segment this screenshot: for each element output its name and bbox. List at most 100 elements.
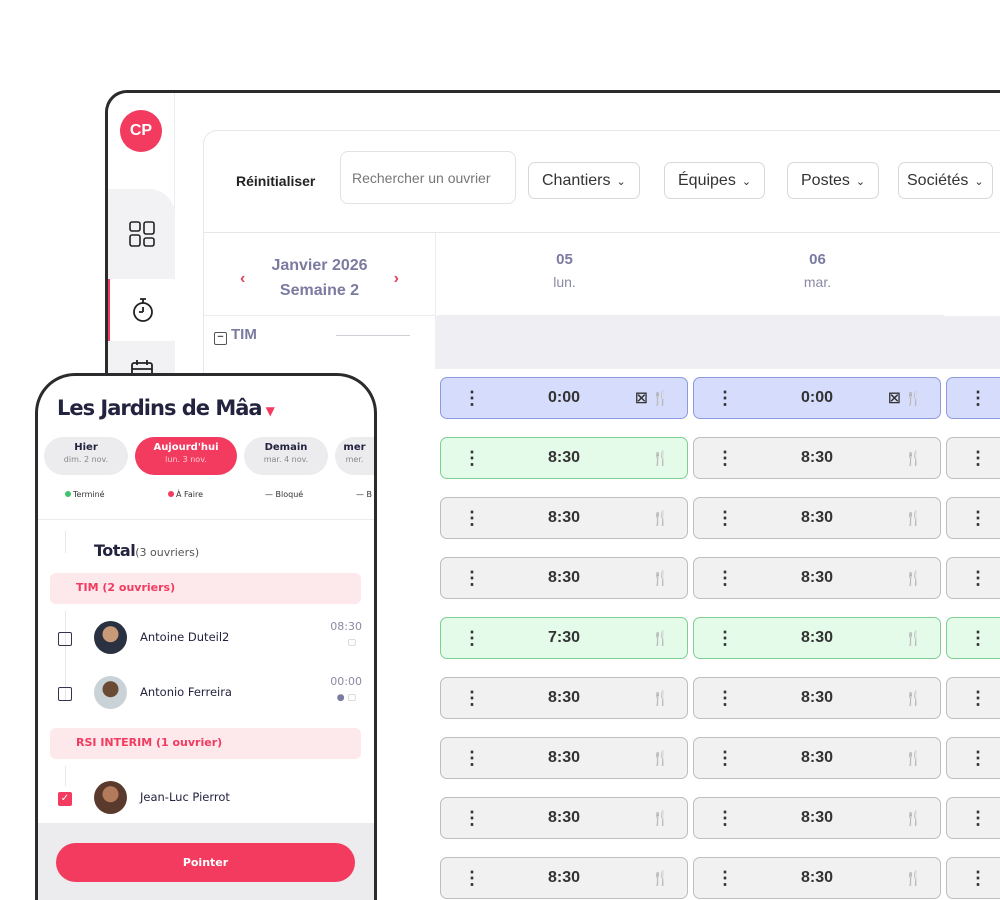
filter-chantiers[interactable]: Chantiers ⌄: [528, 162, 640, 199]
group-toggle[interactable]: − TIM: [214, 326, 257, 345]
time-cell[interactable]: ⋮ 0:00 ☒ 🍴: [693, 377, 941, 419]
more-options-icon[interactable]: ⋮: [969, 448, 987, 468]
more-options-icon[interactable]: ⋮: [969, 808, 987, 828]
time-cell[interactable]: ⋮: [946, 857, 1000, 899]
time-cell[interactable]: ⋮ 8:30 🍴: [693, 557, 941, 599]
more-options-icon[interactable]: ⋮: [716, 628, 734, 648]
time-cell[interactable]: ⋮: [946, 797, 1000, 839]
reset-button[interactable]: Réinitialiser: [236, 173, 316, 189]
worker-checkbox[interactable]: [58, 632, 72, 646]
more-options-icon[interactable]: ⋮: [716, 388, 734, 408]
time-cell[interactable]: ⋮ 8:30 🍴: [693, 617, 941, 659]
more-options-icon[interactable]: ⋮: [463, 808, 481, 828]
time-cell[interactable]: ⋮ 8:30 🍴: [440, 437, 688, 479]
meal-icon: 🍴: [904, 689, 922, 706]
time-cell[interactable]: ⋮ 8:30 🍴: [440, 557, 688, 599]
time-cell[interactable]: ⋮ 8:30 🍴: [693, 497, 941, 539]
worker-row[interactable]: Antoine Duteil2 08:30 ▢: [38, 618, 374, 658]
time-cell[interactable]: ⋮ 8:30 🍴: [440, 497, 688, 539]
more-options-icon[interactable]: ⋮: [969, 748, 987, 768]
sidebar-item-timesheet[interactable]: [108, 279, 175, 341]
more-options-icon[interactable]: ⋮: [969, 868, 987, 888]
legend-other: — B: [356, 490, 373, 499]
more-options-icon[interactable]: ⋮: [716, 748, 734, 768]
time-cell[interactable]: ⋮ 8:30 🍴: [693, 677, 941, 719]
time-cell[interactable]: ⋮ 7:30 🍴: [440, 617, 688, 659]
time-cell[interactable]: ⋮: [946, 557, 1000, 599]
time-cell[interactable]: ⋮ 8:30 🍴: [440, 857, 688, 899]
hours-value: 8:30: [547, 749, 581, 766]
caret-down-icon: ▼: [265, 404, 275, 418]
time-cell[interactable]: ⋮: [946, 677, 1000, 719]
more-options-icon[interactable]: ⋮: [969, 508, 987, 528]
day-name: lun.: [553, 274, 576, 290]
filter-societes[interactable]: Sociétés ⌄: [898, 162, 993, 199]
day-pill-today[interactable]: Aujourd'hui lun. 3 nov.: [135, 437, 237, 475]
time-cell[interactable]: ⋮ 8:30 🍴: [440, 797, 688, 839]
more-options-icon[interactable]: ⋮: [716, 568, 734, 588]
more-options-icon[interactable]: ⋮: [969, 388, 987, 408]
more-options-icon[interactable]: ⋮: [716, 448, 734, 468]
more-options-icon[interactable]: ⋮: [716, 688, 734, 708]
time-cell[interactable]: ⋮: [946, 497, 1000, 539]
time-cell[interactable]: ⋮: [946, 437, 1000, 479]
pointer-button[interactable]: Pointer: [56, 843, 355, 882]
next-week-button[interactable]: ›: [393, 270, 399, 287]
sidebar-item-dashboard[interactable]: [108, 189, 175, 279]
user-avatar[interactable]: CP: [120, 110, 162, 152]
filter-equipes[interactable]: Équipes ⌄: [664, 162, 766, 199]
day-pill-next[interactable]: mer mer.: [335, 437, 374, 475]
day-pill-tomorrow[interactable]: Demain mar. 4 nov.: [244, 437, 328, 475]
hours-value: 8:30: [547, 449, 581, 466]
more-options-icon[interactable]: ⋮: [463, 748, 481, 768]
pill-date: mar. 4 nov.: [263, 455, 309, 464]
more-options-icon[interactable]: ⋮: [463, 508, 481, 528]
hours-value: 8:30: [800, 449, 834, 466]
worker-checkbox[interactable]: [58, 687, 72, 701]
time-cell[interactable]: ⋮ 8:30 🍴: [693, 437, 941, 479]
legend-label: Terminé: [73, 490, 105, 499]
more-options-icon[interactable]: ⋮: [969, 688, 987, 708]
more-options-icon[interactable]: ⋮: [716, 808, 734, 828]
legend-label: À Faire: [176, 490, 204, 499]
pill-label: Demain: [264, 442, 308, 453]
more-options-icon[interactable]: ⋮: [463, 688, 481, 708]
time-cell[interactable]: ⋮ 8:30 🍴: [440, 737, 688, 779]
hours-value: 8:30: [547, 509, 581, 526]
time-cell[interactable]: ⋮ 0:00 ☒ 🍴: [440, 377, 688, 419]
more-options-icon[interactable]: ⋮: [463, 568, 481, 588]
time-cell[interactable]: ⋮ 8:30 🍴: [693, 797, 941, 839]
legend-todo: À Faire: [168, 490, 203, 499]
prev-week-button[interactable]: ‹: [240, 270, 246, 287]
time-cell[interactable]: ⋮: [946, 737, 1000, 779]
worker-search-input[interactable]: Rechercher un ouvrier: [340, 151, 516, 204]
site-selector[interactable]: Les Jardins de Mâa ▼: [57, 396, 275, 420]
more-options-icon[interactable]: ⋮: [969, 628, 987, 648]
worker-time: 00:00: [330, 675, 362, 688]
more-options-icon[interactable]: ⋮: [463, 868, 481, 888]
worker-avatar: [94, 676, 127, 709]
filter-postes[interactable]: Postes ⌄: [787, 162, 880, 199]
worker-row[interactable]: ✓ Jean-Luc Pierrot: [38, 778, 374, 818]
chevron-down-icon: ⌄: [974, 176, 984, 188]
more-options-icon[interactable]: ⋮: [716, 868, 734, 888]
bottom-bar: Pointer: [38, 823, 374, 900]
more-options-icon[interactable]: ⋮: [969, 568, 987, 588]
day-pill-yesterday[interactable]: Hier dim. 2 nov.: [44, 437, 128, 475]
time-cell[interactable]: ⋮: [946, 377, 1000, 419]
more-options-icon[interactable]: ⋮: [463, 628, 481, 648]
more-options-icon[interactable]: ⋮: [716, 508, 734, 528]
time-cell[interactable]: ⋮ 8:30 🍴: [693, 737, 941, 779]
time-cell[interactable]: ⋮ 8:30 🍴: [440, 677, 688, 719]
time-cell[interactable]: ⋮ 8:30 🍴: [693, 857, 941, 899]
worker-checkbox-checked[interactable]: ✓: [58, 792, 72, 806]
meal-icon: 🍴: [651, 689, 669, 706]
time-cell[interactable]: ⋮: [946, 617, 1000, 659]
filter-label: Sociétés: [907, 172, 969, 189]
worker-name: Antonio Ferreira: [140, 685, 232, 699]
chevron-down-icon: ⌄: [616, 176, 626, 188]
worker-row[interactable]: Antonio Ferreira 00:00 ● ▢: [38, 673, 374, 713]
meal-icon: 🍴: [651, 569, 669, 586]
more-options-icon[interactable]: ⋮: [463, 448, 481, 468]
more-options-icon[interactable]: ⋮: [463, 388, 481, 408]
